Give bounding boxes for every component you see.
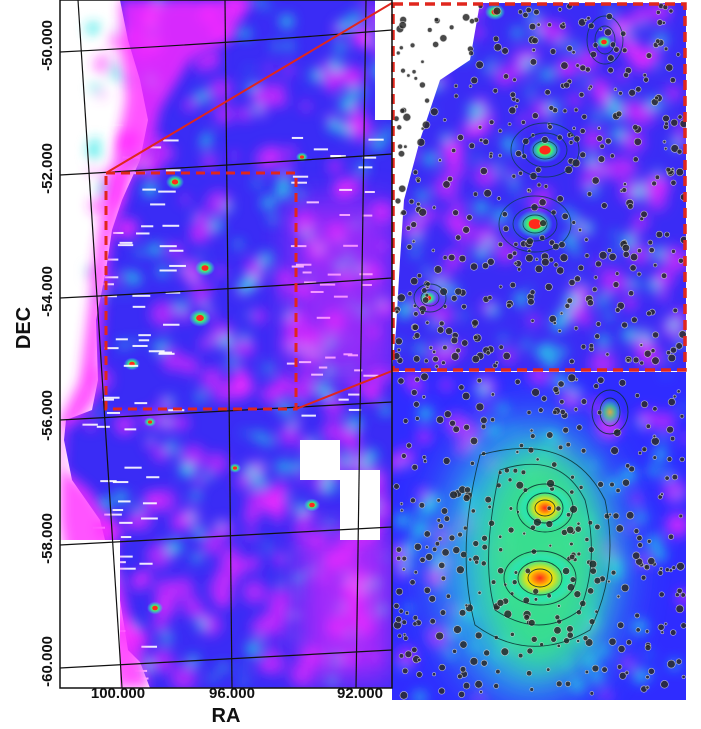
zoom-inset-panel <box>384 0 687 377</box>
y-tick-label: -50.000 <box>39 20 56 71</box>
y-axis-title: DEC <box>13 307 35 349</box>
x-tick-label: 100.000 <box>91 685 145 702</box>
y-tick-label: -60.000 <box>39 636 56 687</box>
x-axis-title: RA <box>212 705 241 727</box>
x-tick-label: 96.000 <box>209 685 255 702</box>
y-tick-label: -58.000 <box>39 513 56 564</box>
y-tick-label: -52.000 <box>39 143 56 194</box>
x-axis-ticks: 100.000 96.000 92.000 <box>91 685 383 702</box>
x-tick-label: 92.000 <box>337 685 383 702</box>
y-axis-ticks: -50.000 -52.000 -54.000 -56.000 -58.000 … <box>39 20 56 687</box>
y-tick-label: -54.000 <box>39 266 56 317</box>
y-tick-label: -56.000 <box>39 390 56 441</box>
detail-inset-panel <box>384 364 692 705</box>
